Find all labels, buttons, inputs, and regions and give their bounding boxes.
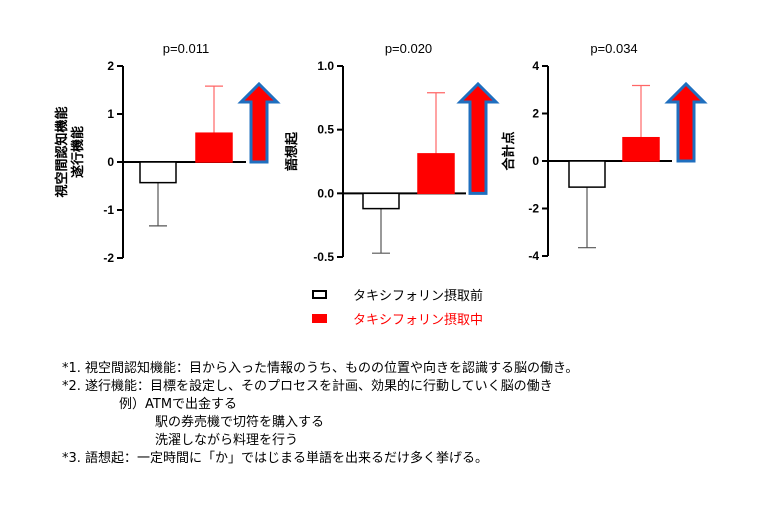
chart-3-y-tick-label: -2 [528, 202, 539, 216]
footnote-example-1: 例）ATMで出金する [119, 397, 238, 412]
legend-label-during: タキシフォリン摂取中 [353, 312, 484, 328]
chart-3-title: p=0.034 [590, 41, 637, 56]
chart-3-y-tick-label: 2 [532, 107, 539, 121]
chart-2-title: p=0.020 [385, 41, 432, 56]
legend-label-before: タキシフォリン摂取前 [353, 288, 484, 304]
footnotes: *1. 視空間認知機能：目から入った情報のうち、ものの位置や向きを認識する脳の働… [62, 360, 578, 468]
chart-1-improvement-arrow-icon [237, 81, 281, 164]
chart-3-y-tick-label: 0 [532, 154, 539, 168]
chart-2-bar-before [362, 192, 400, 210]
chart-3-improvement-arrow-icon [664, 81, 708, 163]
chart-2-bar-during [417, 153, 455, 195]
chart-1-title: p=0.011 [163, 41, 209, 56]
chart-3-bar-during [622, 136, 660, 162]
chart-1-y-tick-label: 2 [107, 59, 114, 73]
chart-1-y-axis-label: 遂行機能 [70, 126, 85, 178]
footnote-3: *3. 語想起：一定時間に「か」ではじまる単語を出来るだけ多く挙げる。 [62, 451, 489, 466]
chart-1-y-tick-label: 0 [107, 155, 114, 169]
chart-1-y-tick-label: -1 [103, 203, 114, 217]
chart-1-y-tick-label: -2 [103, 251, 114, 265]
chart-2-y-tick-label: 0.5 [317, 123, 334, 137]
chart-1-bar-during [195, 132, 233, 163]
legend-swatch-before [312, 289, 327, 299]
chart-2-y-axis-label: 語想起 [284, 131, 299, 171]
chart-3-bar-before [568, 160, 606, 188]
footnote-2: *2. 遂行機能：目標を設定し、そのプロセスを計画、効果的に行動していく脳の働き [62, 379, 553, 394]
legend-item-before: タキシフォリン摂取前 [312, 284, 483, 304]
charts-area: p=0.011 -2 -1 0 1 2 視空間認知機能 遂行機能 p=0.020 -0.5 0.0 0… [54, 41, 708, 265]
chart-3-y-axis-label: 合計点 [501, 131, 516, 170]
chart-1-y-axis-label: 視空間認知機能 [54, 106, 69, 198]
chart-1-bar-before [139, 161, 177, 184]
chart-3-y-tick-label: -4 [528, 249, 539, 263]
legend-swatch-during [312, 313, 327, 323]
chart-2-y-tick-label: 1.0 [317, 59, 334, 73]
chart-2-y-tick-label: -0.5 [313, 250, 334, 264]
footnote-example-3: 洗濯しながら料理を行う [155, 433, 299, 448]
chart-2-improvement-arrow-icon [456, 81, 500, 195]
footnote-1: *1. 視空間認知機能：目から入った情報のうち、ものの位置や向きを認識する脳の働… [62, 361, 579, 376]
legend: タキシフォリン摂取前 タキシフォリン摂取中 [312, 284, 483, 332]
footnote-example-2: 駅の券売機で切符を購入する [155, 415, 325, 430]
chart-2-y-tick-label: 0.0 [317, 186, 334, 200]
chart-3-y-tick-label: 4 [532, 59, 539, 73]
legend-item-during: タキシフォリン摂取中 [312, 308, 483, 328]
chart-1-y-tick-label: 1 [107, 107, 114, 121]
